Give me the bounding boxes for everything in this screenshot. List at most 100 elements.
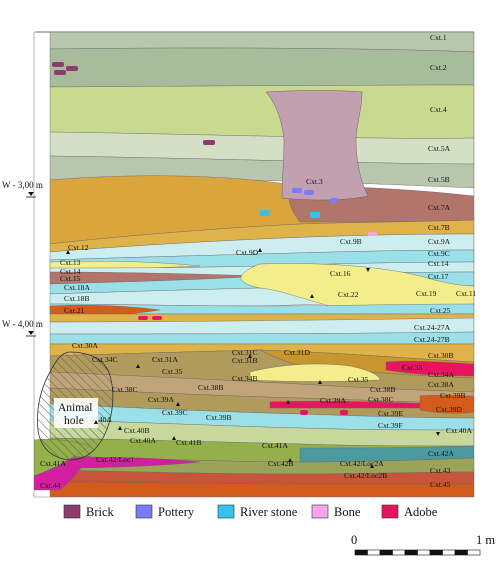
- label-cxt35a: Cxt.35: [162, 367, 183, 376]
- label-cxt7a: Cxt.7A: [428, 203, 451, 212]
- scale-segment: [417, 549, 431, 556]
- label-cxt13: Cxt.13: [60, 258, 81, 267]
- label-cxt30b: Cxt.30B: [428, 351, 454, 360]
- label-cxt14l: Cxt.14: [60, 267, 81, 276]
- label-cxt39d: Cxt.39D: [436, 405, 462, 414]
- label-cxt44: Cxt.44: [40, 481, 61, 490]
- scale-segment: [354, 549, 368, 556]
- animal-hole-label-line2: hole: [64, 415, 84, 427]
- label-cxt40a-mid: Cxt.40A: [130, 436, 156, 445]
- label-cxt9a: Cxt.9A: [428, 237, 451, 246]
- label-cxt40a-left: Cxt.40A: [86, 415, 112, 424]
- layer-cxt45: [49, 481, 474, 497]
- section-frame: [33, 31, 475, 498]
- label-cxt31c: Cxt.31C: [232, 348, 258, 357]
- label-cxt18b: Cxt.18B: [64, 294, 90, 303]
- label-cxt3: Cxt.3: [306, 177, 323, 186]
- label-cxt34c: Cxt.34C: [92, 355, 118, 364]
- label-cxt38b-right: Cxt.38B: [370, 385, 396, 394]
- layer-cxt2: [49, 47, 474, 88]
- label-cxt41a-mid: Cxt.41A: [262, 441, 288, 450]
- label-cxt16: Cxt.16: [330, 269, 351, 278]
- label-cxt38b-left: Cxt.38B: [198, 383, 224, 392]
- find-markers: [52, 62, 377, 415]
- label-cxt42a: Cxt.42A: [428, 449, 454, 458]
- label-cxt17: Cxt.17: [428, 272, 449, 281]
- scale-segment: [467, 549, 481, 556]
- depth-label-3m: W - 3,00 m: [2, 180, 43, 190]
- label-cxt5a: Cxt.5A: [428, 144, 451, 153]
- label-cxt39a-right: Cxt.39A: [320, 396, 346, 405]
- legend-adobe-label: Adobe: [404, 505, 438, 519]
- scale-segments: [354, 549, 481, 556]
- label-cxt39a-left: Cxt.39A: [148, 395, 174, 404]
- label-cxt39f: Cxt.39F: [378, 421, 403, 430]
- label-cxt42-loc2a: Cxt.42/Loc2A: [340, 459, 384, 468]
- legend-bone-label: Bone: [334, 505, 361, 519]
- label-cxt15: Cxt.15: [60, 274, 81, 283]
- layer-labels: Cxt.1 Cxt.2 Cxt.4 Cxt.3 Cxt.5A Cxt.5B Cx…: [40, 33, 476, 490]
- scale-segment: [404, 549, 418, 556]
- scale-segment: [429, 549, 443, 556]
- layer-cxt39d: [419, 394, 474, 414]
- label-cxt38c-right: Cxt.38C: [368, 395, 394, 404]
- layer-cxt4: [49, 84, 474, 139]
- label-cxt21: Cxt.21: [64, 306, 85, 315]
- label-cxt41a-left: Cxt.41A: [40, 459, 66, 468]
- label-cxt35b: Cxt.35: [348, 375, 369, 384]
- legend: Brick Pottery River stone Bone Adobe: [63, 504, 438, 519]
- label-cxt11: Cxt.11: [456, 289, 476, 298]
- legend-brick-label: Brick: [86, 505, 115, 519]
- label-cxt40b: Cxt.40B: [124, 426, 150, 435]
- label-cxt31b: Cxt.31B: [232, 356, 258, 365]
- label-cxt9c: Cxt.9C: [428, 249, 450, 258]
- label-cxt39b-right: Cxt.39B: [440, 391, 466, 400]
- label-cxt2: Cxt.2: [430, 63, 447, 72]
- layer-cxt3-pit: [265, 90, 369, 201]
- label-cxt38a: Cxt.38A: [428, 380, 454, 389]
- legend-river-stone-label: River stone: [240, 505, 298, 519]
- label-cxt19: Cxt.19: [416, 289, 437, 298]
- depth-marker-icon: [28, 192, 34, 196]
- scale-segment: [367, 549, 381, 556]
- depth-marker-icon: [28, 331, 34, 335]
- depth-marker-4m: W - 4,00 m: [2, 319, 43, 337]
- label-cxt34a: Cxt.34A: [428, 370, 454, 379]
- scale-segment: [454, 549, 468, 556]
- label-cxt24-27b: Cxt.24-27B: [414, 335, 450, 344]
- label-cxt14r: Cxt.14: [428, 259, 449, 268]
- label-cxt39e: Cxt.39E: [378, 409, 403, 418]
- layer-cxt44: [34, 455, 91, 491]
- scale-segment: [392, 549, 406, 556]
- scale-bar: 0 1 m: [351, 533, 495, 556]
- section-layers: [34, 32, 474, 497]
- label-cxt43: Cxt.43: [430, 466, 451, 475]
- label-cxt39b-left: Cxt.39B: [206, 413, 232, 422]
- depth-marker-3m: W - 3,00 m: [2, 180, 43, 198]
- label-cxt33: Cxt.33: [402, 363, 423, 372]
- label-cxt40a-right: Cxt.40A: [446, 426, 472, 435]
- label-cxt24-27a: Cxt.24-27A: [414, 323, 451, 332]
- scale-segment: [379, 549, 393, 556]
- animal-hole-label-line1: Animal: [58, 402, 93, 414]
- scale-start-label: 0: [351, 533, 357, 547]
- label-cxt9b: Cxt.9B: [340, 237, 362, 246]
- layer-cxt24-27b: [49, 331, 474, 345]
- scale-segment: [442, 549, 456, 556]
- sample-markers: [66, 248, 440, 468]
- legend-pottery-label: Pottery: [158, 505, 195, 519]
- label-cxt30a: Cxt.30A: [72, 341, 98, 350]
- label-cxt34b: Cxt.34B: [232, 374, 258, 383]
- legend-adobe-icon: [381, 504, 399, 519]
- label-cxt22: Cxt.22: [338, 290, 359, 299]
- label-cxt42-loc2b: Cxt.42/Loc2B: [344, 471, 387, 480]
- legend-pottery-icon: [135, 504, 153, 519]
- layer-cxt31-lens: [249, 363, 381, 382]
- layer-cxt33: [385, 360, 474, 377]
- label-cxt42b: Cxt.42B: [268, 459, 294, 468]
- label-cxt31a: Cxt.31A: [152, 355, 178, 364]
- label-cxt9d: Cxt.9D: [236, 248, 259, 257]
- label-cxt7b: Cxt.7B: [428, 223, 450, 232]
- label-cxt45: Cxt.45: [430, 480, 451, 489]
- depth-label-4m: W - 4,00 m: [2, 319, 43, 329]
